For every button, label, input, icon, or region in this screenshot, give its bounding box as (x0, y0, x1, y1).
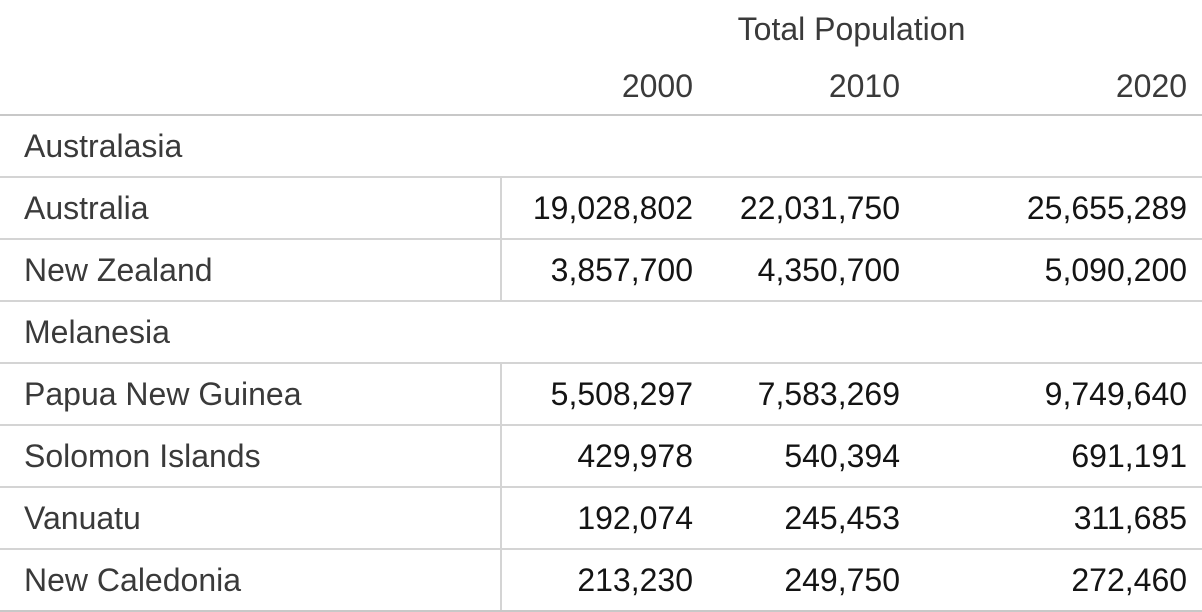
country-row: Solomon Islands 429,978 540,394 691,191 (0, 425, 1202, 488)
country-name-cell: New Caledonia (0, 549, 502, 612)
population-value-cell: 7,583,269 (700, 363, 907, 426)
year-header-row: 2000 2010 2020 (0, 58, 1202, 116)
population-value-cell: 4,350,700 (700, 239, 907, 302)
population-value-cell: 9,749,640 (907, 363, 1202, 426)
country-name-cell: Vanuatu (0, 487, 502, 550)
table-title-row: Total Population (0, 0, 1202, 58)
table-header: Total Population 2000 2010 2020 (0, 0, 1202, 116)
title-row-spacer (0, 0, 501, 58)
table-title: Total Population (737, 11, 966, 47)
table-body: Australasia Australia 19,028,802 22,031,750… (0, 115, 1202, 612)
population-value-cell: 245,453 (700, 487, 907, 550)
country-row: Australia 19,028,802 22,031,750 25,655,289 (0, 177, 1202, 240)
country-row: Vanuatu 192,074 245,453 311,685 (0, 487, 1202, 550)
year-row-spacer (0, 58, 501, 116)
population-value-cell: 192,074 (501, 487, 700, 550)
population-value-cell: 22,031,750 (700, 177, 907, 240)
country-row: New Caledonia 213,230 249,750 272,460 (0, 549, 1202, 612)
group-label: Melanesia (0, 301, 1202, 364)
population-value-cell: 19,028,802 (501, 177, 700, 240)
year-header-2000: 2000 (501, 58, 700, 116)
population-value-cell: 3,857,700 (501, 239, 700, 302)
country-row: Papua New Guinea 5,508,297 7,583,269 9,749,… (0, 363, 1202, 426)
country-name-cell: New Zealand (0, 239, 502, 302)
group-row: Melanesia (0, 301, 1202, 364)
year-header-2020: 2020 (907, 58, 1202, 116)
population-value-cell: 249,750 (700, 549, 907, 612)
population-value-cell: 213,230 (501, 549, 700, 612)
population-value-cell: 272,460 (907, 549, 1202, 612)
population-value-cell: 311,685 (907, 487, 1202, 550)
population-value-cell: 5,508,297 (501, 363, 700, 426)
group-row: Australasia (0, 115, 1202, 178)
country-name-cell: Solomon Islands (0, 425, 502, 488)
population-value-cell: 25,655,289 (907, 177, 1202, 240)
year-header-2010: 2010 (700, 58, 907, 116)
population-value-cell: 691,191 (907, 425, 1202, 488)
population-value-cell: 540,394 (700, 425, 907, 488)
population-value-cell: 5,090,200 (907, 239, 1202, 302)
country-name-cell: Australia (0, 177, 502, 240)
population-value-cell: 429,978 (501, 425, 700, 488)
country-name-cell: Papua New Guinea (0, 363, 502, 426)
group-label: Australasia (0, 115, 1202, 178)
country-row: New Zealand 3,857,700 4,350,700 5,090,200 (0, 239, 1202, 302)
